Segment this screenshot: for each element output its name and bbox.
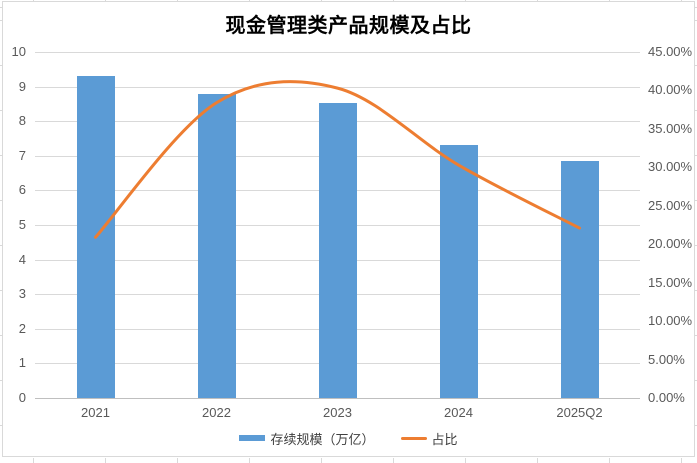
right-axis-tick-label: 25.00% bbox=[648, 197, 693, 213]
line-series-占比[interactable] bbox=[94, 80, 581, 239]
plot-area[interactable] bbox=[35, 52, 640, 399]
line-series-layer bbox=[94, 80, 581, 239]
left-axis-tick-label: 7 bbox=[18, 147, 26, 163]
legend-label-bar-series: 存续规模（万亿） bbox=[270, 431, 375, 447]
category-label: 2025Q2 bbox=[556, 405, 603, 420]
right-axis-tick-label: 10.00% bbox=[648, 313, 693, 329]
legend-item-bar-series[interactable]: 存续规模（万亿） bbox=[239, 429, 375, 448]
right-axis-tick-label: 20.00% bbox=[648, 236, 693, 252]
left-axis-tick-label: 0 bbox=[18, 390, 26, 405]
left-axis-tick-label: 2 bbox=[18, 320, 26, 336]
legend-item-line-series[interactable]: 占比 bbox=[400, 429, 458, 448]
bar-2025Q2[interactable] bbox=[560, 160, 599, 398]
left-axis-tick-label: 8 bbox=[18, 113, 26, 129]
chart-title[interactable]: 现金管理类产品规模及占比 bbox=[225, 15, 472, 37]
category-label: 2021 bbox=[81, 405, 110, 420]
left-axis-tick-label: 1 bbox=[18, 355, 26, 371]
bar-2024[interactable] bbox=[439, 145, 478, 398]
left-axis-tick-label: 3 bbox=[18, 286, 26, 302]
right-axis-tick-label: 30.00% bbox=[648, 159, 693, 175]
bar-2023[interactable] bbox=[318, 102, 357, 398]
spreadsheet-grid-marks-bottom bbox=[0, 458, 697, 463]
category-label: 2022 bbox=[202, 405, 231, 420]
chart-legend[interactable]: 存续规模（万亿） 占比 bbox=[0, 429, 697, 447]
category-label: 2023 bbox=[323, 405, 352, 420]
left-axis-tick-label: 4 bbox=[18, 251, 26, 267]
left-axis-tick-label: 10 bbox=[11, 44, 26, 59]
right-axis-tick-label: 35.00% bbox=[648, 120, 693, 136]
left-axis-tick-label: 6 bbox=[18, 182, 26, 198]
right-axis-tick-label: 0.00% bbox=[648, 390, 685, 405]
line-series-swatch-icon bbox=[400, 436, 427, 440]
bar-2022[interactable] bbox=[197, 93, 236, 398]
right-axis-tick-label: 5.00% bbox=[648, 351, 685, 367]
x-axis-line bbox=[35, 398, 640, 399]
left-axis-tick-label: 5 bbox=[18, 217, 26, 232]
right-axis-tick-label: 45.00% bbox=[648, 44, 693, 59]
left-axis-tick-label: 9 bbox=[18, 78, 26, 94]
gridline bbox=[35, 52, 640, 53]
right-axis-tick-label: 40.00% bbox=[648, 82, 693, 98]
right-axis-tick-label: 15.00% bbox=[648, 274, 693, 290]
category-label: 2024 bbox=[444, 405, 473, 420]
bar-series-swatch-icon bbox=[239, 435, 266, 441]
legend-label-line-series: 占比 bbox=[431, 431, 458, 447]
